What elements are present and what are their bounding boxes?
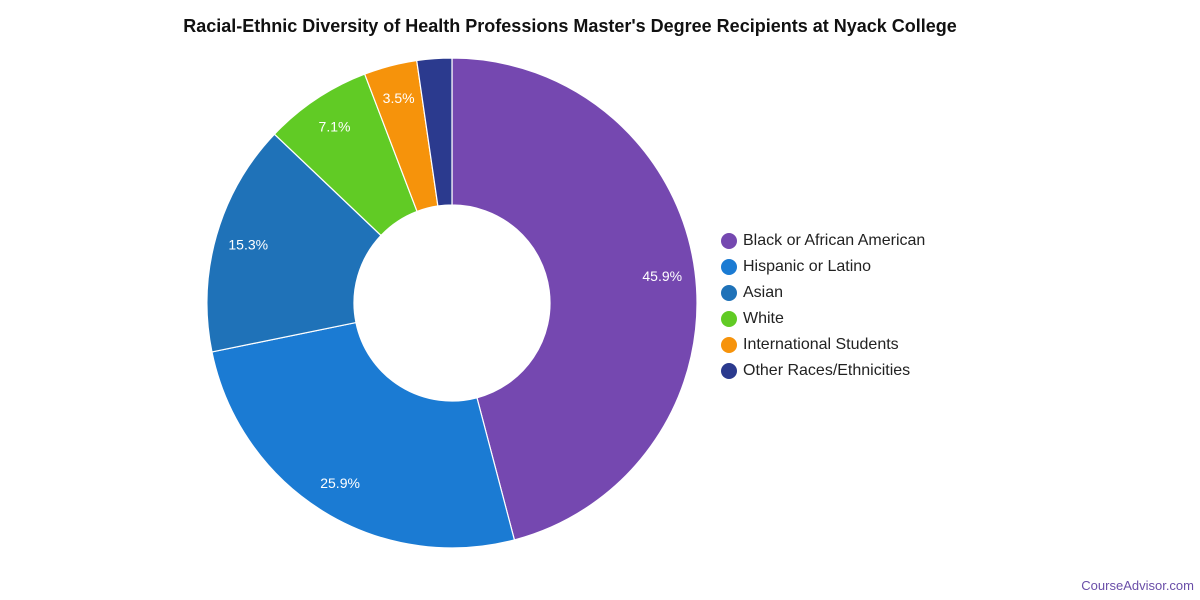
legend-label: White <box>743 310 784 327</box>
donut-slice-0 <box>451 57 698 541</box>
legend-swatch-icon <box>721 285 737 301</box>
legend-swatch-icon <box>721 337 737 353</box>
legend-label: Asian <box>743 284 784 301</box>
source-watermark: CourseAdvisor.com <box>1081 578 1194 593</box>
legend-swatch-icon <box>721 259 737 275</box>
legend-swatch-icon <box>721 311 737 327</box>
legend-label: Black or African American <box>743 232 926 249</box>
slice-data-label-1: 25.9% <box>320 475 360 491</box>
donut-slice-2 <box>206 133 382 353</box>
slice-data-label-3: 7.1% <box>319 119 351 135</box>
donut-slice-1 <box>211 321 516 549</box>
slice-data-label-2: 15.3% <box>228 236 268 252</box>
legend-label: International Students <box>743 336 899 353</box>
chart-legend: Black or African American Hispanic or Lat… <box>721 228 925 384</box>
slice-data-label-0: 45.9% <box>642 268 682 284</box>
legend-item-3: White <box>721 306 925 332</box>
donut-slice-5 <box>416 57 453 207</box>
chart-title: Racial-Ethnic Diversity of Health Profes… <box>183 16 957 36</box>
legend-label: Other Races/Ethnicities <box>743 362 911 379</box>
legend-item-0: Black or African American <box>721 228 925 254</box>
legend-label: Hispanic or Latino <box>743 258 872 275</box>
legend-swatch-icon <box>721 233 737 249</box>
slice-data-label-4: 3.5% <box>383 90 415 106</box>
legend-swatch-icon <box>721 363 737 379</box>
legend-item-4: International Students <box>721 332 925 358</box>
legend-item-2: Asian <box>721 280 925 306</box>
legend-item-1: Hispanic or Latino <box>721 254 925 280</box>
legend-item-5: Other Races/Ethnicities <box>721 358 925 384</box>
